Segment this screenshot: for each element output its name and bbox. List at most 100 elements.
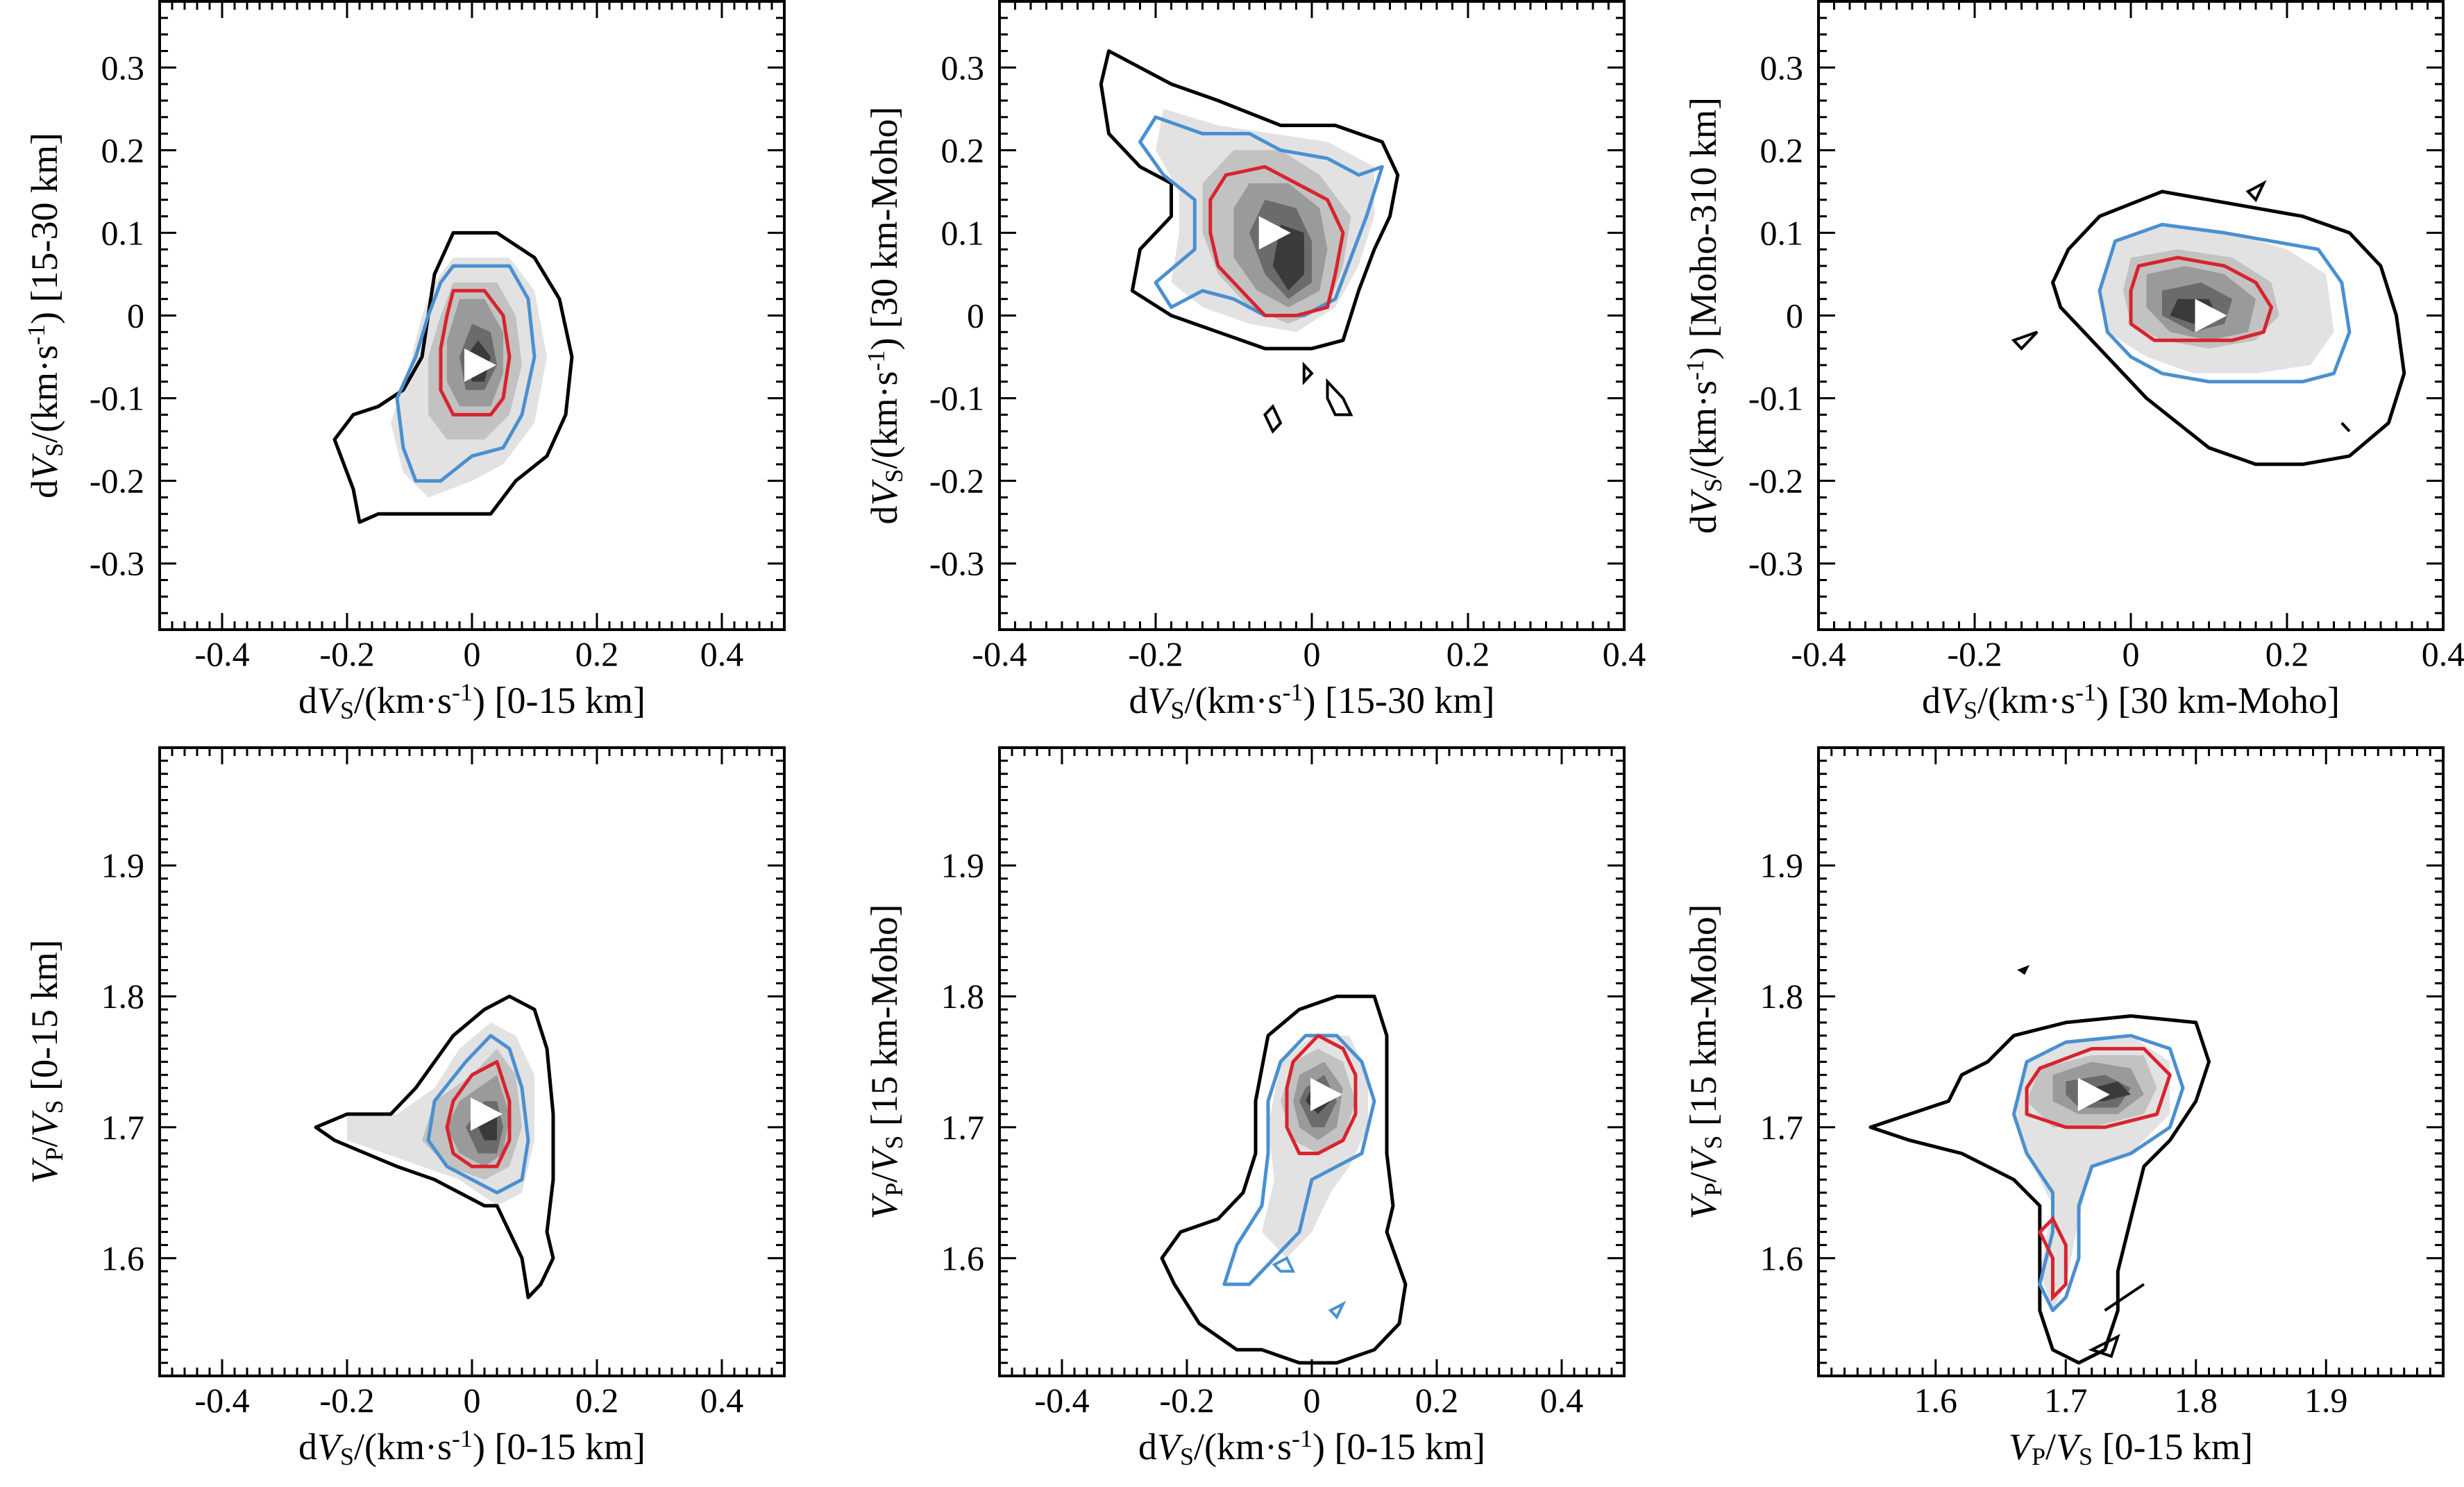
y-axis-label: dVS/(km·s-1) [15-30 km] (22, 133, 68, 498)
best-fit-marker (471, 1097, 503, 1131)
y-tick-label: 0.2 (941, 131, 985, 169)
contour-outer-black-island-2 (2104, 1283, 2145, 1312)
x-tick-label: 1.8 (2175, 1381, 2218, 1420)
x-axis-label: dVS/(km·s-1) [30 km-Moho] (1922, 678, 2340, 724)
y-tick-label: -0.3 (1748, 544, 1803, 583)
x-tick-label: 0.4 (2422, 635, 2464, 673)
x-tick-label: -0.2 (319, 635, 374, 673)
contour-inner-red (1285, 1034, 1358, 1155)
x-tick-label: 1.7 (2044, 1381, 2088, 1420)
contour-outer-black-island-3 (2340, 421, 2351, 432)
contour-outer-black-island-3 (2088, 1334, 2120, 1359)
x-axis-label: dVS/(km·s-1) [15-30 km] (1129, 678, 1495, 724)
x-tick-label: -0.4 (194, 1381, 249, 1420)
panel-6: 1.6 1.7 1.8 1.9 1.6 1.7 1.8 1.9 VP/VS [0-15 km] V… (1682, 746, 2445, 1470)
contour-outer-black (2051, 190, 2406, 467)
contour-outer-black-island-1 (2011, 330, 2039, 351)
tick-marks (998, 746, 1626, 1377)
y-tick-label: 0 (127, 296, 144, 335)
y-tick-label: -0.2 (929, 462, 984, 501)
panel-5: -0.4 -0.2 0 0.2 0.4 1.6 1.7 1.8 1.9 dVS/(km·s-1) … (863, 746, 1626, 1470)
contour-outer-black (314, 994, 555, 1300)
y-tick-label: 1.9 (1760, 846, 1804, 885)
y-tick-label: -0.1 (90, 379, 144, 418)
y-tick-label: 1.6 (101, 1238, 145, 1277)
y-tick-label: 1.6 (941, 1238, 985, 1277)
x-tick-label: -0.2 (1947, 635, 2002, 673)
x-axis-label: dVS/(km·s-1) [0-15 km] (298, 678, 645, 724)
x-tick-label: 0 (2123, 635, 2140, 673)
best-fit-marker (1310, 1077, 1342, 1111)
y-tick-label: 1.9 (941, 846, 985, 885)
contour-inner-red (445, 1060, 512, 1168)
tick-marks (1817, 0, 2445, 631)
y-tick-label: 0.3 (1760, 48, 1804, 87)
tick-marks (158, 0, 786, 631)
contour-mid-blue (2011, 1034, 2185, 1313)
tick-marks (158, 746, 786, 1377)
y-tick-label: 0.1 (1760, 213, 1804, 252)
contour-mid-blue (395, 264, 537, 483)
contour-mid-blue (1222, 1034, 1376, 1286)
y-axis-label: VP/VS [15 km-Moho] (1682, 904, 1727, 1219)
x-tick-label: -0.4 (1034, 1381, 1089, 1420)
x-tick-label: 0.2 (2265, 635, 2309, 673)
tick-marks (1817, 746, 2445, 1377)
y-tick-label: 0.3 (101, 48, 145, 87)
x-axis-label: dVS/(km·s-1) [0-15 km] (1138, 1425, 1485, 1470)
contour-outer-black-island-1 (1326, 378, 1353, 417)
y-tick-label: -0.2 (90, 462, 144, 501)
x-tick-label: 0 (1303, 1381, 1321, 1420)
density-shading (2014, 1035, 2170, 1311)
panel-1: -0.4 -0.2 0 0.2 0.4 -0.3 -0.2 -0.1 0 0.1 0.2 0.3 dVS… (22, 0, 786, 724)
x-tick-label: -0.4 (194, 635, 249, 673)
x-tick-label: 0.4 (700, 635, 744, 673)
panel-3: -0.4 -0.2 0 0.2 0.4 -0.3 -0.2 -0.1 0 0.1 0.2 0.3 dVS… (1681, 0, 2464, 724)
contour-outer-black-island-1 (2017, 965, 2030, 975)
contour-inner-red (2025, 1047, 2172, 1129)
best-fit-marker (1258, 216, 1291, 250)
contour-outer-black (1868, 1014, 2211, 1365)
y-tick-label: 1.8 (1760, 977, 1804, 1016)
density-level-5 (1272, 224, 1304, 291)
x-tick-label: 0.4 (700, 1381, 744, 1420)
y-axis-label: dVS/(km·s-1) [30 km-Moho] (862, 107, 908, 525)
x-tick-label: 0 (464, 1381, 481, 1420)
contour-outer-black (1160, 994, 1408, 1365)
x-tick-label: 0 (464, 635, 481, 673)
contour-mid-blue-island-1 (1272, 1256, 1296, 1273)
y-tick-label: -0.1 (929, 379, 984, 418)
y-tick-label: -0.3 (90, 544, 144, 583)
y-tick-label: -0.3 (929, 544, 984, 583)
contour-mid-blue (426, 1034, 530, 1195)
tick-marks (998, 0, 1626, 631)
y-tick-label: 1.7 (101, 1108, 145, 1147)
y-tick-label: 0.3 (941, 48, 985, 87)
y-tick-label: 1.9 (101, 846, 145, 885)
x-axis-label: VP/VS [0-15 km] (2009, 1426, 2253, 1470)
y-tick-label: 1.7 (1760, 1108, 1804, 1147)
x-tick-label: 0.4 (1540, 1381, 1584, 1420)
contour-outer-black-island-2 (1263, 404, 1283, 434)
panel-4: -0.4 -0.2 0 0.2 0.4 1.6 1.7 1.8 1.9 dVS/(km·s-1) … (24, 746, 786, 1470)
contour-mid-blue (2098, 223, 2352, 384)
y-axis-label: VP/VS [0-15 km] (24, 939, 68, 1184)
y-tick-label: 0 (967, 296, 984, 335)
x-tick-label: 0.2 (575, 635, 619, 673)
contour-inner-red-secondary (2037, 1216, 2068, 1302)
y-axis-label: VP/VS [15 km-Moho] (863, 904, 908, 1219)
best-fit-marker (2195, 299, 2227, 333)
contour-mid-blue-island-2 (1328, 1300, 1347, 1320)
y-tick-label: 0.1 (941, 213, 985, 252)
contour-outer-black-island-2 (2245, 180, 2267, 203)
y-tick-label: 1.8 (101, 977, 145, 1016)
contour-outer-black (332, 230, 574, 524)
x-tick-label: 0 (1303, 635, 1321, 673)
contour-inner-red (2129, 255, 2273, 342)
y-axis-label: dVS/(km·s-1) [Moho-310 km] (1681, 97, 1727, 534)
contour-outer-black-island-3 (1302, 361, 1314, 385)
y-tick-label: 1.8 (941, 977, 985, 1016)
x-tick-label: -0.4 (972, 635, 1027, 673)
x-tick-label: 0.4 (1603, 635, 1646, 673)
y-tick-label: 0 (1786, 296, 1803, 335)
